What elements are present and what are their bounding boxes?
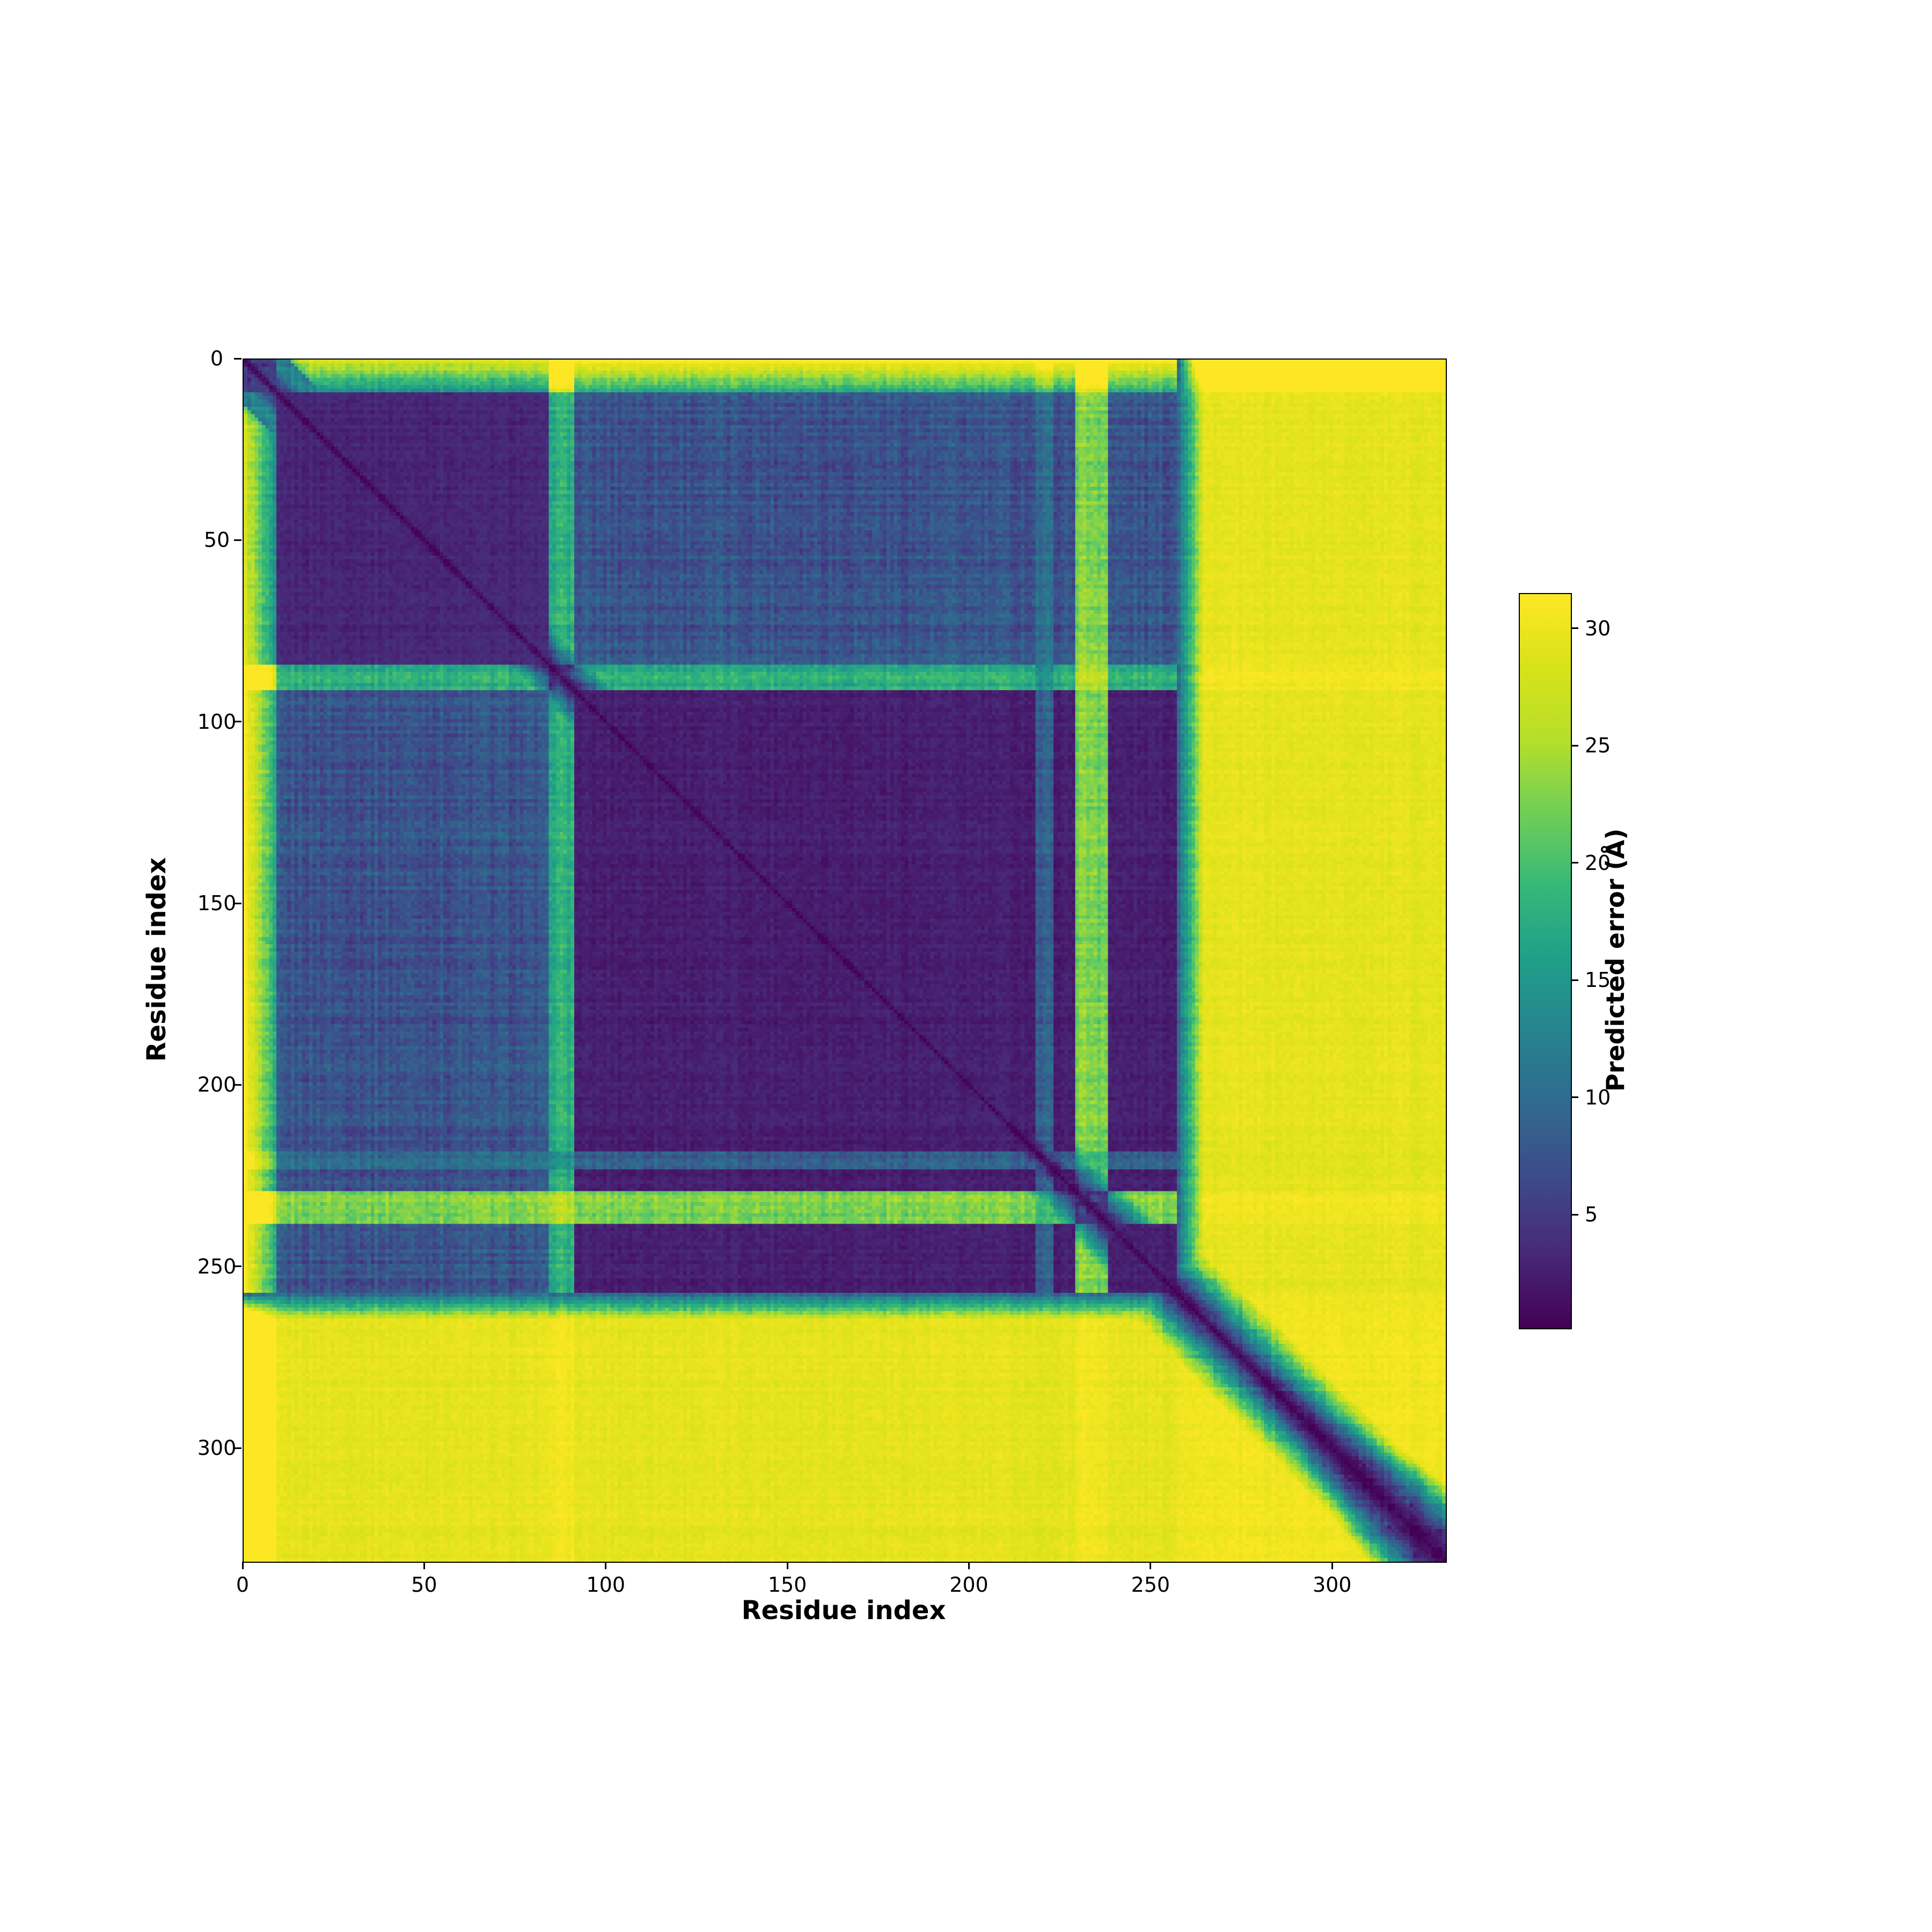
y-tick-mark — [234, 721, 241, 723]
colorbar-tick-label: 15 — [1585, 968, 1611, 992]
x-tick-label: 100 — [586, 1573, 625, 1597]
y-tick-label: 200 — [197, 1073, 237, 1097]
y-tick-mark — [234, 902, 241, 904]
y-tick-label: 100 — [197, 709, 237, 734]
colorbar-tick-mark — [1571, 862, 1578, 864]
y-tick-label: 250 — [197, 1254, 237, 1278]
colorbar-tick-label: 5 — [1585, 1203, 1598, 1227]
y-tick-mark — [234, 357, 241, 360]
x-tick-label: 300 — [1312, 1573, 1352, 1597]
y-tick-mark — [234, 1084, 241, 1086]
colorbar-tick-label: 10 — [1585, 1085, 1611, 1109]
x-tick-label: 150 — [767, 1573, 807, 1597]
colorbar-label: Predicted error (Å) — [1601, 828, 1630, 1092]
y-axis-label: Residue index — [142, 857, 172, 1062]
x-tick-mark — [241, 1562, 244, 1569]
y-tick-label: 0 — [210, 347, 224, 370]
x-tick-label: 0 — [236, 1573, 250, 1597]
x-axis-label: Residue index — [741, 1596, 946, 1626]
colorbar — [1519, 593, 1572, 1329]
colorbar-tick-mark — [1571, 1096, 1578, 1099]
x-tick-mark — [786, 1562, 788, 1569]
colorbar-tick-label: 25 — [1585, 734, 1611, 758]
colorbar-tick-label: 30 — [1585, 616, 1611, 640]
y-tick-label: 300 — [197, 1436, 237, 1460]
x-tick-mark — [1331, 1562, 1333, 1569]
x-tick-mark — [1150, 1562, 1152, 1569]
y-tick-label: 150 — [197, 891, 237, 916]
x-tick-mark — [423, 1562, 425, 1569]
y-tick-mark — [234, 1447, 241, 1449]
colorbar-tick-mark — [1571, 979, 1578, 981]
y-tick-label: 50 — [203, 528, 230, 552]
pae-heatmap-plot — [243, 358, 1447, 1563]
colorbar-tick-mark — [1571, 1213, 1578, 1216]
colorbar-tick-mark — [1571, 744, 1578, 747]
colorbar-tick-label: 20 — [1585, 851, 1611, 875]
x-tick-label: 200 — [949, 1573, 989, 1597]
pae-heatmap-image — [244, 360, 1446, 1562]
x-tick-label: 50 — [411, 1573, 437, 1597]
y-tick-mark — [234, 1265, 241, 1268]
x-tick-mark — [968, 1562, 970, 1569]
y-tick-mark — [234, 539, 241, 541]
colorbar-tick-mark — [1571, 627, 1578, 630]
x-tick-label: 250 — [1131, 1573, 1170, 1597]
x-tick-mark — [605, 1562, 607, 1569]
